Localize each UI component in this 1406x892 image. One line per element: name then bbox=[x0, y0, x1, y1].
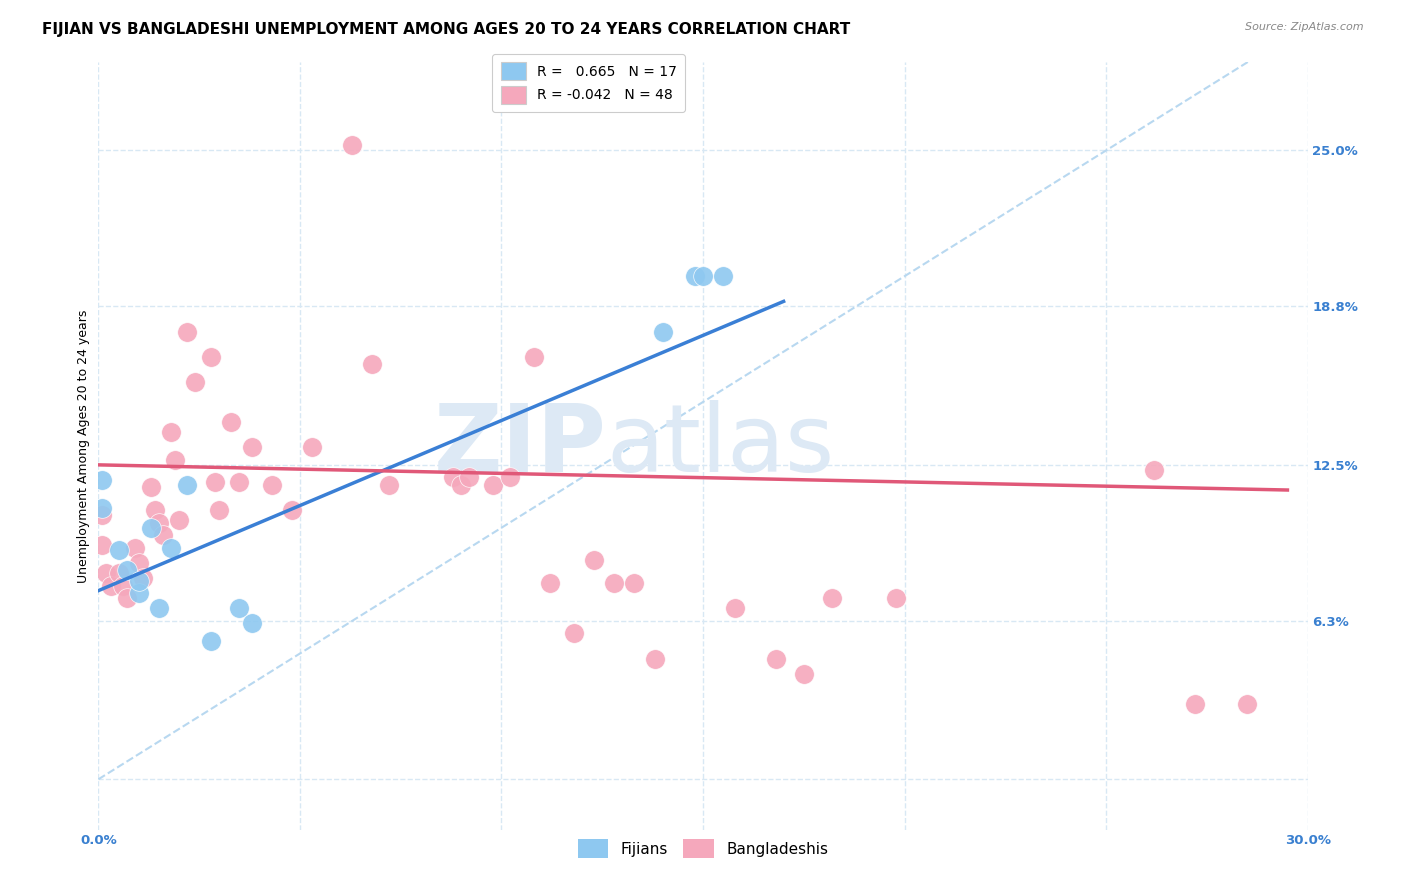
Point bbox=[765, 651, 787, 665]
Point bbox=[240, 616, 263, 631]
Point bbox=[204, 475, 226, 490]
Point bbox=[623, 576, 645, 591]
Point bbox=[228, 601, 250, 615]
Point bbox=[143, 503, 166, 517]
Point bbox=[163, 453, 186, 467]
Point bbox=[107, 543, 129, 558]
Point bbox=[100, 578, 122, 592]
Point bbox=[167, 513, 190, 527]
Point bbox=[115, 564, 138, 578]
Point bbox=[281, 503, 304, 517]
Point bbox=[148, 601, 170, 615]
Point bbox=[91, 508, 114, 523]
Point bbox=[128, 556, 150, 570]
Point bbox=[128, 586, 150, 600]
Point bbox=[301, 440, 323, 454]
Point bbox=[821, 591, 844, 606]
Point bbox=[221, 415, 243, 429]
Point bbox=[91, 538, 114, 552]
Point bbox=[692, 269, 714, 284]
Point bbox=[651, 325, 673, 339]
Point bbox=[441, 470, 464, 484]
Y-axis label: Unemployment Among Ages 20 to 24 years: Unemployment Among Ages 20 to 24 years bbox=[77, 310, 90, 582]
Text: Source: ZipAtlas.com: Source: ZipAtlas.com bbox=[1246, 22, 1364, 32]
Point bbox=[450, 478, 472, 492]
Point bbox=[107, 566, 129, 580]
Point bbox=[240, 440, 263, 454]
Point bbox=[583, 553, 606, 567]
Point bbox=[111, 578, 134, 592]
Point bbox=[176, 478, 198, 492]
Point bbox=[603, 576, 626, 591]
Point bbox=[377, 478, 399, 492]
Point bbox=[683, 269, 706, 284]
Point bbox=[139, 481, 162, 495]
Point bbox=[91, 473, 114, 487]
Point bbox=[115, 591, 138, 606]
Point bbox=[200, 350, 222, 364]
Point bbox=[562, 626, 585, 640]
Point bbox=[498, 470, 520, 484]
Text: ZIP: ZIP bbox=[433, 400, 606, 492]
Point bbox=[523, 350, 546, 364]
Point bbox=[342, 138, 364, 153]
Point bbox=[482, 478, 505, 492]
Point bbox=[160, 541, 183, 555]
Point bbox=[1184, 697, 1206, 711]
Text: FIJIAN VS BANGLADESHI UNEMPLOYMENT AMONG AGES 20 TO 24 YEARS CORRELATION CHART: FIJIAN VS BANGLADESHI UNEMPLOYMENT AMONG… bbox=[42, 22, 851, 37]
Point bbox=[361, 357, 384, 371]
Legend: Fijians, Bangladeshis: Fijians, Bangladeshis bbox=[572, 833, 834, 864]
Point bbox=[458, 470, 481, 484]
Point bbox=[124, 541, 146, 555]
Point bbox=[1236, 697, 1258, 711]
Point bbox=[793, 666, 815, 681]
Point bbox=[139, 521, 162, 535]
Point bbox=[886, 591, 908, 606]
Point bbox=[228, 475, 250, 490]
Point bbox=[184, 375, 207, 389]
Point bbox=[200, 634, 222, 648]
Point bbox=[152, 528, 174, 542]
Point bbox=[160, 425, 183, 439]
Point bbox=[132, 571, 155, 585]
Point bbox=[208, 503, 231, 517]
Text: atlas: atlas bbox=[606, 400, 835, 492]
Point bbox=[711, 269, 734, 284]
Point bbox=[176, 325, 198, 339]
Point bbox=[96, 566, 118, 580]
Point bbox=[260, 478, 283, 492]
Point bbox=[644, 651, 666, 665]
Point bbox=[91, 500, 114, 515]
Point bbox=[1143, 463, 1166, 477]
Point bbox=[148, 516, 170, 530]
Point bbox=[538, 576, 561, 591]
Point bbox=[724, 601, 747, 615]
Point bbox=[128, 574, 150, 588]
